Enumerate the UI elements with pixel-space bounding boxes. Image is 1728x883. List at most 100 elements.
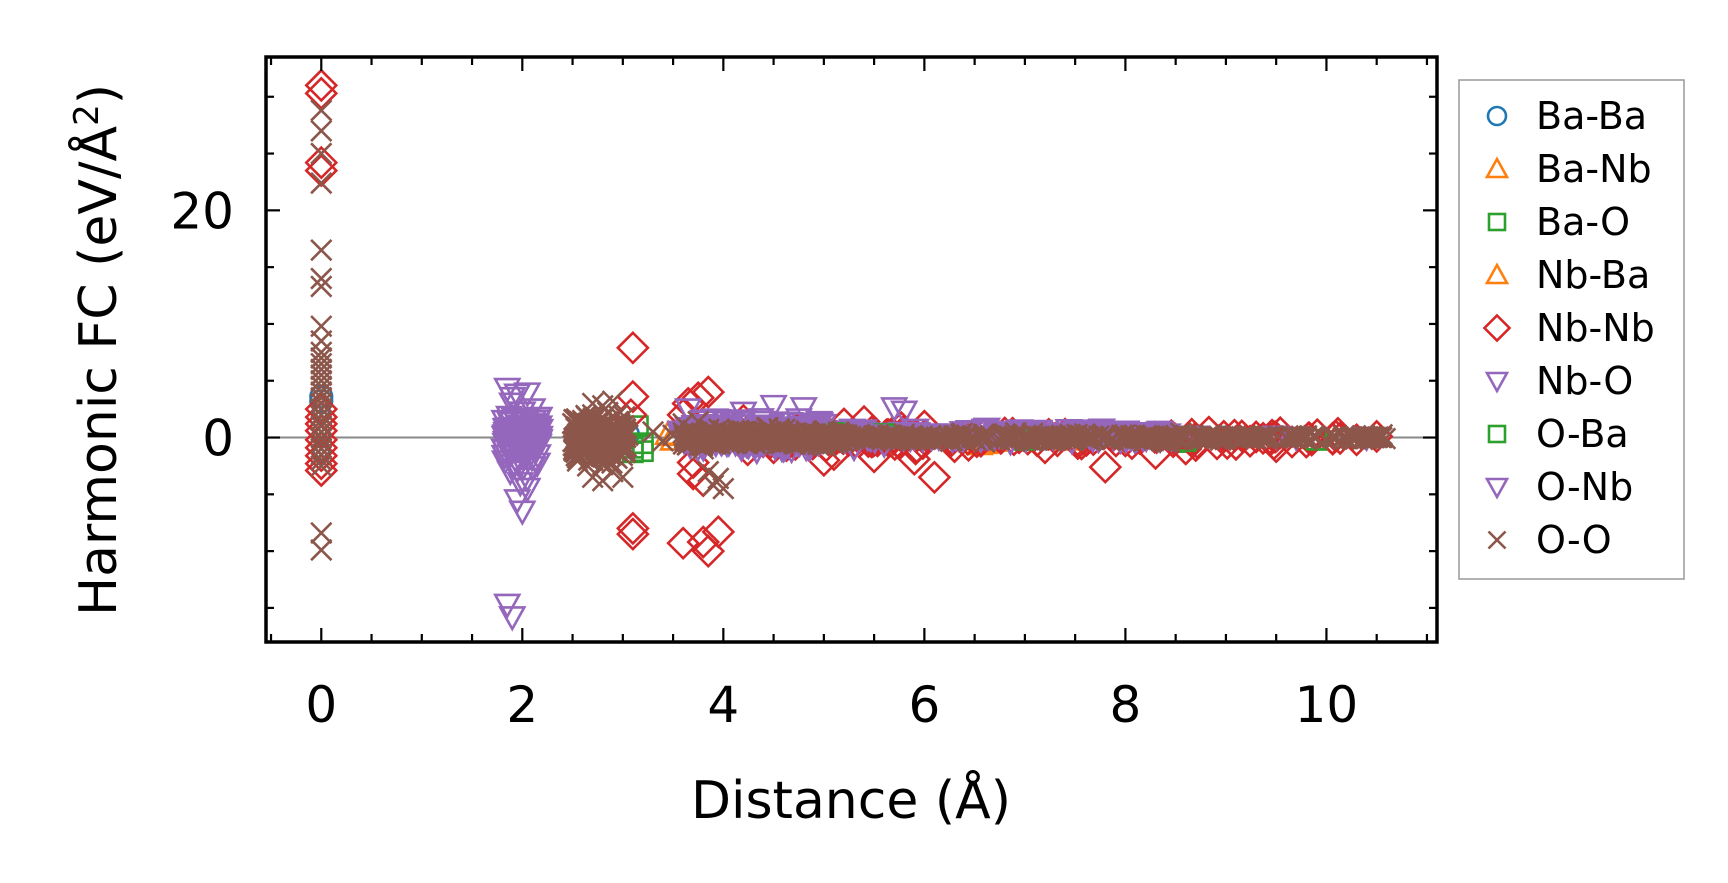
legend-label: Nb-Ba — [1536, 253, 1650, 297]
point-o-o — [1305, 426, 1328, 449]
point-o-o — [310, 426, 333, 449]
point-o-o — [1332, 426, 1355, 450]
point-o-o — [943, 425, 966, 448]
point-o-o — [310, 432, 333, 455]
point-nb-nb — [304, 76, 339, 111]
point-o-o — [1214, 425, 1238, 448]
y-axis-title-main: Harmonic FC (eV/Å — [67, 125, 129, 616]
legend-entry-ba-ba: Ba-Ba — [1486, 94, 1647, 138]
point-o-o — [566, 424, 589, 447]
point-o-o — [310, 142, 333, 165]
point-o-o — [712, 477, 735, 500]
point-o-o — [310, 449, 333, 472]
point-o-o — [772, 430, 795, 454]
point-o-o — [310, 238, 333, 262]
point-o-o — [310, 375, 333, 398]
x-axis-title: Distance (Å) — [691, 769, 1011, 831]
legend-marker-o-o — [1487, 530, 1507, 550]
point-nb-nb — [304, 68, 339, 103]
point-nb-nb — [691, 534, 726, 568]
point-nb-nb — [857, 440, 891, 474]
point-o-o — [893, 423, 916, 446]
point-o-o — [606, 403, 629, 426]
point-o-o — [310, 352, 333, 375]
point-o-o — [310, 267, 333, 290]
point-o-o — [775, 424, 798, 447]
point-nb-nb — [676, 457, 711, 491]
legend-label: O-Nb — [1536, 465, 1633, 509]
point-o-o — [722, 428, 745, 451]
point-nb-o — [759, 394, 788, 421]
point-o-o — [1026, 429, 1049, 452]
point-o-o — [611, 466, 634, 489]
y-tick-label: 20 — [170, 182, 234, 240]
point-o-o — [1275, 426, 1298, 449]
point-o-o — [310, 403, 333, 426]
point-o-o — [1064, 427, 1087, 450]
point-o-o — [995, 425, 1018, 448]
point-o-o — [310, 398, 333, 421]
point-nb-o — [890, 400, 919, 427]
legend-label: O-O — [1536, 518, 1612, 562]
series-o-o — [310, 99, 1397, 562]
point-o-o — [611, 440, 634, 463]
point-o-o — [310, 392, 333, 415]
x-tick-label: 6 — [908, 676, 940, 734]
point-o-o — [1219, 424, 1242, 448]
point-o-o — [1154, 427, 1177, 450]
legend-entry-o-nb: O-Nb — [1484, 465, 1633, 509]
legend-marker-o-nb — [1484, 477, 1510, 500]
point-nb-o — [490, 409, 519, 436]
point-o-o — [310, 437, 333, 461]
point-nb-nb — [616, 517, 650, 551]
x-tick-label: 10 — [1295, 676, 1359, 734]
point-nb-nb — [616, 511, 650, 546]
point-nb-nb — [304, 153, 339, 188]
legend-entry-nb-nb: Nb-Nb — [1482, 306, 1655, 350]
series-nb-nb — [304, 68, 1394, 568]
point-nb-o — [523, 409, 552, 436]
y-tick-label: 0 — [202, 410, 234, 468]
point-nb-nb — [304, 430, 339, 465]
point-o-o — [310, 420, 333, 443]
legend-entry-ba-nb: Ba-Nb — [1484, 147, 1652, 191]
point-o-o — [973, 430, 996, 454]
point-o-o — [310, 369, 333, 392]
point-o-o — [1284, 426, 1308, 450]
point-o-nb — [518, 415, 547, 441]
point-o-o — [310, 171, 333, 195]
point-o-o — [616, 424, 639, 447]
y-axis-title-superscript: 2 — [67, 104, 107, 126]
legend-marker-ba-o — [1487, 212, 1507, 232]
point-nb-o — [746, 408, 775, 434]
point-o-o — [812, 429, 835, 453]
point-o-o — [601, 390, 624, 413]
point-o-o — [310, 521, 333, 545]
point-o-o — [852, 428, 876, 451]
point-nb-o — [510, 417, 539, 444]
data-markers — [304, 68, 1397, 632]
point-o-o — [839, 425, 862, 448]
point-nb-o — [498, 606, 527, 632]
point-o-o — [687, 410, 710, 433]
point-o-o — [310, 329, 333, 353]
point-nb-o — [729, 401, 758, 428]
legend-marker-nb-nb — [1482, 313, 1512, 343]
point-o-o — [651, 429, 675, 453]
point-nb-nb — [691, 375, 726, 409]
point-o-o — [732, 420, 755, 443]
point-o-o — [1158, 428, 1181, 451]
point-o-o — [752, 426, 775, 449]
point-o-o — [866, 423, 889, 446]
point-o-o — [310, 275, 333, 298]
point-o-o — [732, 423, 755, 446]
legend-label: Ba-O — [1536, 200, 1630, 244]
point-o-o — [692, 437, 715, 461]
legend-label: Ba-Ba — [1536, 94, 1647, 138]
point-o-nb — [513, 477, 542, 504]
point-o-o — [1124, 425, 1147, 448]
point-nb-nb — [666, 526, 700, 561]
point-nb-o — [498, 392, 527, 419]
plot-frame — [264, 55, 1439, 644]
